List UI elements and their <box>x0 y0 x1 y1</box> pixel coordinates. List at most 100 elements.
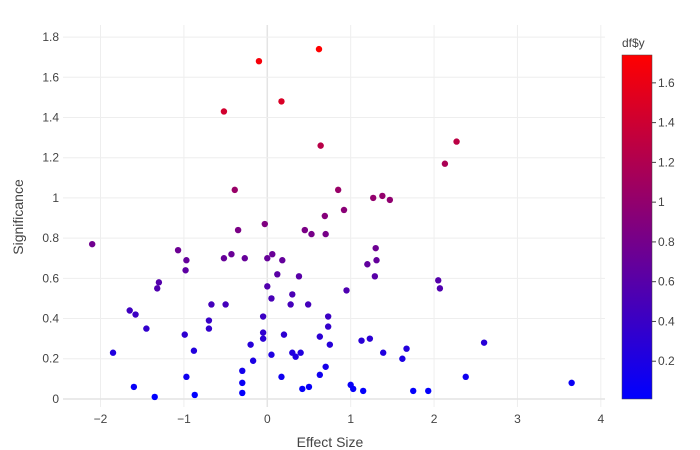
data-point <box>316 333 324 340</box>
y-tick-label: 1 <box>52 191 59 205</box>
data-point <box>182 267 189 274</box>
data-point <box>317 142 324 149</box>
data-point <box>322 363 329 370</box>
data-point <box>308 230 315 238</box>
y-tick-label: 1.6 <box>42 70 59 84</box>
data-point <box>183 257 190 264</box>
data-point <box>151 393 158 401</box>
data-point <box>386 196 394 204</box>
data-point <box>366 335 374 342</box>
y-tick-label: 0.2 <box>42 352 59 366</box>
x-tick-label: 4 <box>597 412 604 426</box>
gridlines <box>63 25 605 407</box>
data-point <box>321 212 329 220</box>
data-point <box>369 194 377 202</box>
colorbar-tick-label: 0.4 <box>658 314 675 328</box>
colorbar-tick-label: 1.2 <box>658 155 675 169</box>
data-point <box>143 325 150 332</box>
y-tick-label: 0.6 <box>42 271 59 285</box>
colorbar-tick-label: 0.6 <box>658 275 675 289</box>
x-tick-label: −2 <box>94 412 108 426</box>
data-point <box>174 246 182 254</box>
data-points <box>88 45 575 401</box>
data-point <box>220 255 228 262</box>
y-tick-label: 0.4 <box>42 312 59 326</box>
data-point <box>289 291 296 298</box>
data-point <box>239 389 246 397</box>
data-point <box>239 379 246 387</box>
data-point <box>220 108 228 115</box>
data-point <box>373 257 380 264</box>
data-point <box>441 160 449 167</box>
data-point <box>379 349 387 356</box>
data-point <box>568 379 575 387</box>
colorbar-tick-label: 1.4 <box>658 116 675 130</box>
x-tick-label: 0 <box>264 412 271 426</box>
data-point <box>132 311 139 318</box>
data-point <box>305 383 313 391</box>
x-tick-label: 3 <box>514 412 521 426</box>
data-point <box>126 307 133 314</box>
data-point <box>274 271 281 278</box>
data-point <box>191 391 198 399</box>
data-point <box>205 317 213 324</box>
x-tick-label: −1 <box>177 412 191 426</box>
data-point <box>130 383 138 391</box>
data-point <box>181 331 188 338</box>
data-point <box>334 186 342 194</box>
data-point <box>259 329 267 336</box>
data-point <box>371 273 379 280</box>
data-point <box>364 261 371 268</box>
data-point <box>155 279 163 286</box>
data-point <box>358 337 365 344</box>
colorbar: df$y 0.2 0.4 0.6 0.8 1 1.2 1.4 1.6 <box>621 36 675 400</box>
data-point <box>359 387 367 395</box>
data-point <box>480 339 488 346</box>
data-point <box>279 257 286 264</box>
x-axis-ticks: −2 −1 0 1 2 3 4 <box>94 412 605 426</box>
data-point <box>379 192 386 200</box>
data-point <box>228 251 235 258</box>
data-point <box>316 371 324 379</box>
data-point <box>372 244 379 252</box>
x-tick-label: 1 <box>347 412 354 426</box>
data-point <box>280 331 288 338</box>
y-tick-label: 0 <box>52 392 59 406</box>
y-axis-title: Significance <box>10 179 26 255</box>
data-point <box>435 277 442 284</box>
data-point <box>268 295 275 302</box>
data-point <box>326 341 334 348</box>
data-point <box>304 301 312 308</box>
data-point <box>287 301 294 308</box>
x-tick-label: 2 <box>431 412 438 426</box>
data-point <box>340 206 348 214</box>
data-point <box>183 373 190 381</box>
data-point <box>264 255 271 262</box>
colorbar-ticks: 0.2 0.4 0.6 0.8 1 1.2 1.4 1.6 <box>652 76 675 368</box>
data-point <box>324 323 332 330</box>
colorbar-tick-label: 1 <box>658 195 665 209</box>
data-point <box>264 283 271 290</box>
y-tick-label: 1.2 <box>42 151 59 165</box>
data-point <box>462 373 469 381</box>
data-point <box>247 341 254 348</box>
y-tick-label: 0.8 <box>42 231 59 245</box>
data-point <box>292 353 299 360</box>
data-point <box>299 385 306 393</box>
data-point <box>259 335 267 342</box>
data-point <box>259 313 267 320</box>
data-point <box>403 345 410 352</box>
data-point <box>249 357 257 364</box>
data-point <box>453 138 460 145</box>
data-point <box>322 230 329 238</box>
data-point <box>255 57 263 65</box>
data-point <box>231 186 238 194</box>
data-point <box>269 251 276 258</box>
colorbar-title: df$y <box>622 36 645 50</box>
data-point <box>222 301 229 308</box>
data-point <box>234 226 242 234</box>
colorbar-tick-label: 0.8 <box>658 235 675 249</box>
x-axis-title: Effect Size <box>297 434 364 450</box>
data-point <box>315 45 323 53</box>
